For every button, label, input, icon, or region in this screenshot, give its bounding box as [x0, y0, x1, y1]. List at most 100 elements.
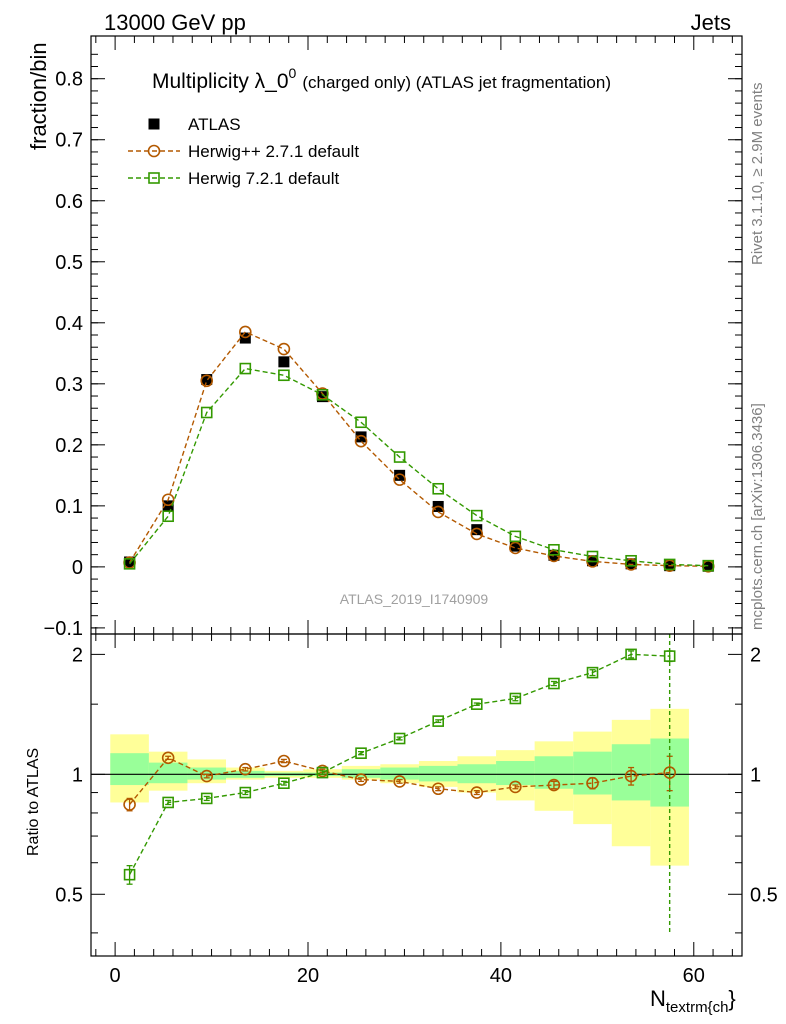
header-jets: Jets [691, 10, 731, 35]
main-y-tick-label: 0.6 [55, 191, 83, 213]
x-tick-label: 60 [683, 965, 705, 987]
data-point [625, 554, 637, 567]
plot-title-superscript: 0 [289, 65, 297, 81]
data-point [278, 369, 290, 382]
data-point [161, 493, 175, 507]
ratio-series-herwigpp-271 [123, 751, 676, 812]
data-point [200, 406, 213, 419]
plot-title: Multiplicity λ_00 (charged only) (ATLAS j… [152, 65, 611, 93]
data-point [239, 362, 252, 375]
data-point [201, 374, 213, 386]
data-point [278, 356, 290, 368]
data-point [123, 558, 136, 570]
legend-entry: Herwig 7.2.1 default [128, 169, 339, 188]
ratio-point [354, 773, 368, 786]
x-tick-label: 40 [490, 965, 512, 987]
ratio-point [239, 786, 252, 799]
analysis-label: ATLAS_2019_I1740909 [340, 591, 489, 607]
data-point [316, 391, 328, 403]
ratio-point [548, 677, 560, 690]
ratio-point [355, 747, 367, 759]
legend-label: ATLAS [188, 115, 241, 134]
ratio-panel-frame [90, 633, 743, 957]
ratio-series-herwig-721 [123, 634, 676, 933]
data-point [354, 434, 368, 448]
data-point [509, 530, 522, 543]
data-point [393, 473, 406, 486]
x-tick-label: 0 [110, 965, 121, 987]
ratio-y-tick-label: 2 [72, 644, 83, 666]
main-y-tick-label: 0.5 [55, 252, 83, 274]
legend-entry: Herwig++ 2.7.1 default [128, 142, 359, 161]
ratio-point [393, 732, 406, 745]
ratio-point [200, 769, 214, 783]
ratio-point [278, 777, 290, 790]
ratio-point [547, 778, 561, 792]
ratio-point [161, 751, 175, 765]
data-point [548, 543, 560, 556]
legend-entry: ATLAS [148, 115, 241, 134]
main-y-tick-label: 0.4 [55, 313, 83, 335]
x-axis-label-suffix: } [728, 986, 735, 1011]
data-point [277, 342, 291, 356]
x-tick-label: 20 [297, 965, 319, 987]
axes-layer: −0.100.10.20.30.40.50.60.70.80 20 40 600.5 0… [44, 35, 778, 987]
ratio-y-tick-label: 1 [72, 764, 83, 786]
series-line [128, 331, 709, 567]
ratio-stat-band [148, 762, 188, 784]
legend-label: Herwig 7.2.1 default [188, 169, 339, 188]
ratio-point [162, 796, 174, 809]
data-point [470, 527, 484, 541]
ratio-point [200, 792, 213, 805]
x-axis-label: Ntextrm{ch} [650, 986, 736, 1016]
data-point [239, 325, 252, 339]
data-point [432, 482, 445, 495]
series-herwig-721 [123, 362, 715, 572]
data-point [702, 560, 714, 572]
ratio-point [123, 798, 136, 811]
ratio-point [509, 692, 522, 705]
ratio-point [586, 666, 599, 679]
ratio-point [239, 762, 252, 776]
legend-marker [147, 144, 161, 158]
plot-title-main: Multiplicity λ_0 [152, 70, 289, 93]
ratio-point [470, 786, 484, 799]
data-point [162, 510, 174, 523]
data-point [355, 431, 367, 443]
data-point [355, 416, 367, 429]
ratio-y-tick-label-right: 2 [750, 644, 761, 666]
main-y-tick-label: −0.1 [44, 618, 83, 640]
ratio-point [431, 782, 445, 796]
data-point [431, 505, 445, 519]
data-point [586, 550, 599, 563]
ratio-stat-band [418, 765, 458, 782]
x-axis-label-main: N [650, 986, 666, 1011]
data-point [394, 469, 406, 481]
ratio-point [625, 648, 637, 661]
main-y-tick-label: 0.2 [55, 435, 83, 457]
data-point [316, 388, 329, 401]
series-line [129, 367, 709, 567]
main-y-tick-label: 0.8 [55, 69, 83, 91]
ratio-stat-band [457, 764, 497, 784]
ratio-point [509, 780, 522, 794]
data-point [702, 559, 715, 572]
data-point [663, 558, 676, 571]
main-y-tick-label: 0 [72, 557, 83, 579]
ratio-point [624, 769, 638, 783]
data-point [509, 541, 522, 555]
ratio-y-tick-label-right: 1 [750, 764, 761, 786]
ratio-series-layer [123, 634, 676, 933]
main-y-tick-label: 0.1 [55, 496, 83, 518]
ratio-y-axis-label: Ratio to ATLAS [25, 748, 42, 856]
ratio-stat-band [380, 767, 419, 780]
series-herwigpp-271 [123, 325, 715, 573]
mcplots-credit-label: mcplots.cern.ch [arXiv:1306.3436] [749, 403, 766, 630]
ratio-stat-band [187, 767, 227, 780]
ratio-point [470, 698, 483, 710]
ratio-y-tick-label-right: 0.5 [750, 884, 778, 906]
x-axis-label-subscript: textrm{ch [666, 999, 729, 1016]
data-point [200, 374, 214, 388]
data-point [471, 524, 483, 536]
